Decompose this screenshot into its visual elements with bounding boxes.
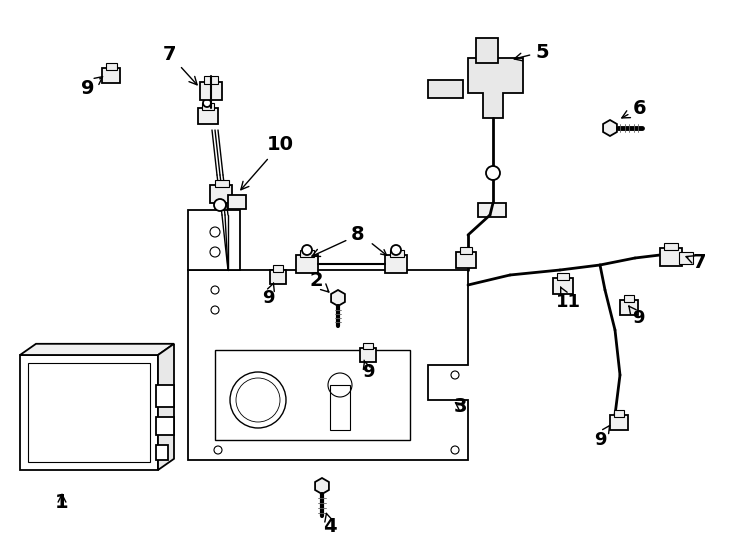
Polygon shape [428, 80, 463, 98]
Polygon shape [20, 344, 174, 355]
Polygon shape [158, 344, 174, 470]
Bar [660, 248, 682, 266]
Bar [273, 265, 283, 272]
Bar [202, 103, 214, 110]
Polygon shape [331, 290, 345, 306]
Circle shape [391, 245, 401, 255]
Bar [156, 445, 168, 460]
Text: 9: 9 [594, 426, 610, 449]
Bar [300, 250, 314, 257]
Bar [270, 270, 286, 284]
Bar [614, 410, 624, 417]
Bar [610, 415, 628, 430]
Text: 7: 7 [686, 253, 707, 272]
Text: 11: 11 [556, 287, 581, 311]
Text: 3: 3 [454, 396, 467, 415]
Bar [215, 350, 410, 440]
Bar [460, 247, 472, 254]
Text: 6: 6 [622, 98, 647, 118]
Text: 10: 10 [241, 136, 294, 190]
Bar [664, 243, 678, 250]
Circle shape [214, 199, 226, 211]
Text: 1: 1 [55, 492, 69, 511]
Bar [620, 300, 638, 315]
Bar [385, 255, 407, 273]
Circle shape [203, 99, 211, 107]
Bar [156, 417, 174, 435]
Bar [200, 82, 222, 100]
Bar [156, 385, 174, 407]
Polygon shape [603, 120, 617, 136]
Bar [363, 343, 373, 349]
Bar [360, 348, 376, 362]
Bar [456, 252, 476, 268]
Polygon shape [315, 478, 329, 494]
Bar [102, 68, 120, 83]
Bar [228, 195, 246, 209]
Bar [215, 180, 229, 187]
Text: 9: 9 [362, 360, 374, 381]
Polygon shape [188, 210, 240, 270]
Circle shape [486, 166, 500, 180]
Text: 9: 9 [81, 77, 103, 98]
Text: 8: 8 [312, 226, 365, 256]
Circle shape [302, 245, 312, 255]
Bar [624, 295, 634, 302]
Polygon shape [476, 38, 498, 63]
Bar [198, 108, 218, 124]
Bar [28, 363, 150, 462]
Bar [390, 250, 404, 257]
Bar [553, 278, 573, 294]
Text: 9: 9 [629, 306, 644, 327]
Bar [210, 185, 232, 203]
Text: 9: 9 [262, 283, 275, 307]
Text: 4: 4 [323, 513, 337, 536]
Polygon shape [188, 270, 468, 460]
Polygon shape [20, 355, 158, 470]
Polygon shape [468, 58, 523, 118]
Bar [204, 76, 218, 84]
Bar [679, 252, 693, 264]
Text: 2: 2 [309, 271, 329, 292]
Bar [557, 273, 569, 280]
Text: 5: 5 [515, 43, 549, 62]
Bar [106, 63, 117, 70]
Bar [296, 255, 318, 273]
Bar [478, 203, 506, 217]
Text: 7: 7 [163, 45, 197, 85]
